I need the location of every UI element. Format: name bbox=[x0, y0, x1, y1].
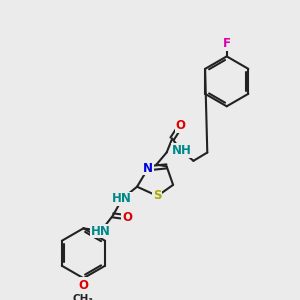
Text: CH₃: CH₃ bbox=[73, 293, 94, 300]
Text: HN: HN bbox=[91, 225, 111, 238]
Text: O: O bbox=[176, 119, 185, 132]
Text: F: F bbox=[223, 37, 231, 50]
Text: N: N bbox=[143, 162, 153, 175]
Text: S: S bbox=[153, 190, 162, 202]
Text: O: O bbox=[79, 279, 88, 292]
Text: HN: HN bbox=[112, 192, 132, 205]
Text: NH: NH bbox=[172, 144, 191, 157]
Text: O: O bbox=[122, 211, 132, 224]
